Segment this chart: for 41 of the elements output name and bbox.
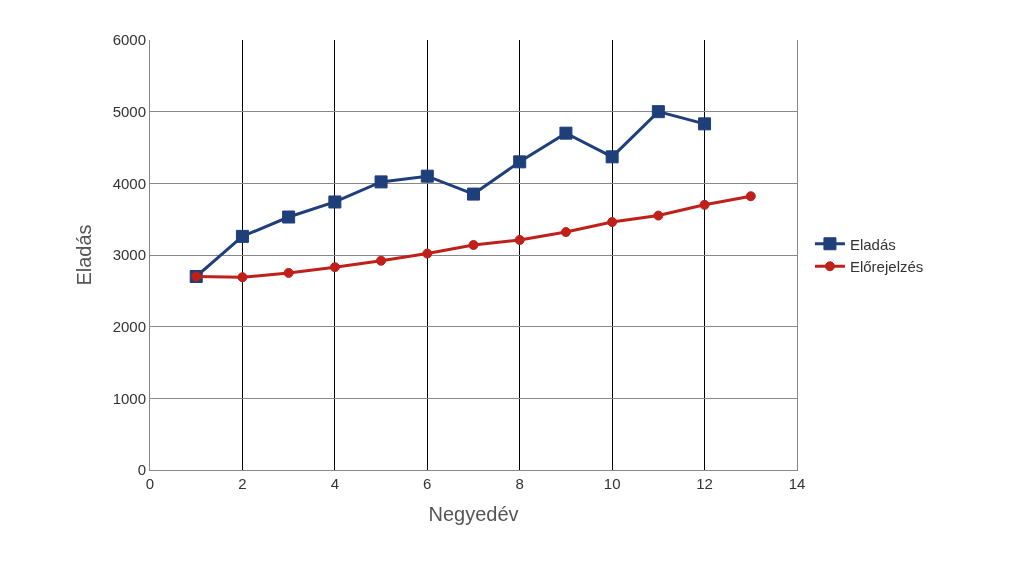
y-tick-label: 0	[137, 461, 146, 479]
point	[699, 199, 710, 210]
point	[560, 227, 571, 238]
point	[559, 126, 573, 140]
point	[745, 191, 756, 202]
y-tick-label: 1000	[112, 389, 146, 407]
point	[329, 262, 340, 273]
legend-label: Előrejelzés	[849, 258, 924, 276]
y-tick-label: 5000	[112, 102, 146, 120]
point	[514, 234, 525, 245]
point	[513, 155, 527, 169]
point	[607, 217, 618, 228]
x-tick-label: 2	[238, 475, 247, 492]
point	[653, 210, 664, 221]
point	[235, 229, 249, 243]
point	[468, 239, 479, 250]
point	[282, 210, 296, 224]
legend-label: Eladás	[849, 235, 896, 253]
x-tick-label: 4	[330, 475, 340, 492]
x-tick-label: 6	[423, 475, 432, 492]
y-tick-label: 4000	[112, 174, 146, 192]
point	[651, 105, 665, 119]
x-tick-label: 14	[788, 475, 806, 492]
x-axis-title: Negyedév	[428, 502, 519, 525]
x-tick-label: 8	[515, 475, 524, 492]
point	[237, 272, 248, 283]
point	[467, 187, 480, 201]
point	[328, 195, 342, 209]
point	[605, 150, 619, 164]
point	[283, 267, 294, 278]
point	[376, 255, 387, 266]
y-axis-title: Eladás	[73, 224, 96, 286]
y-tick-label: 3000	[112, 246, 146, 264]
x-tick-label: 10	[603, 475, 621, 492]
point	[422, 248, 433, 259]
x-tick-label: 12	[696, 475, 713, 492]
point	[374, 175, 388, 189]
point	[698, 117, 712, 131]
y-tick-label: 6000	[112, 31, 146, 49]
y-tick-label: 2000	[112, 317, 146, 335]
point	[420, 169, 434, 183]
